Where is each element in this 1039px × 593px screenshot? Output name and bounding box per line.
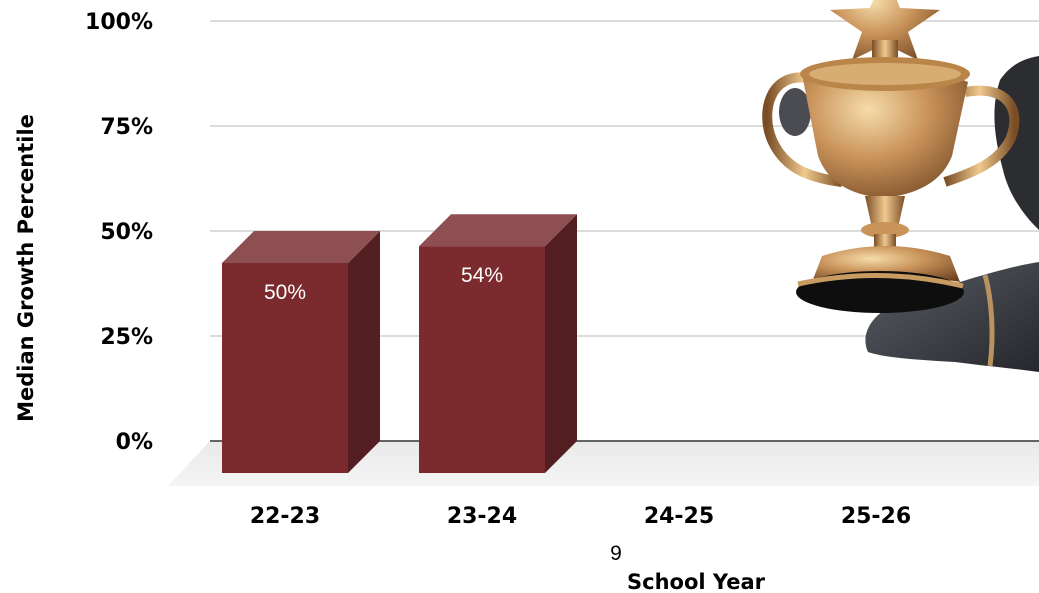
bar-side <box>545 214 577 473</box>
bar: 50% <box>222 231 380 473</box>
y-tick-label: 100% <box>85 10 153 35</box>
bars: 50% 54% <box>222 214 577 473</box>
y-axis-title: Median Growth Percentile <box>14 114 38 422</box>
data-label: 50% <box>264 281 306 304</box>
x-tick-label: 25-26 <box>841 504 911 529</box>
y-tick-label: 50% <box>100 220 153 245</box>
x-tick-label: 23-24 <box>447 504 517 529</box>
bar-top <box>222 231 380 263</box>
x-tick-label: 22-23 <box>250 504 320 529</box>
bar-front <box>222 263 348 473</box>
bar-front <box>419 246 545 473</box>
bar-side <box>348 231 380 473</box>
bar-top <box>419 214 577 247</box>
x-tick-label: 24-25 <box>644 504 714 529</box>
data-label: 54% <box>461 264 503 287</box>
y-axis-ticks: 0% 25% 50% 75% 100% <box>85 10 153 455</box>
page-number: 9 <box>610 542 622 565</box>
trophy-icon <box>762 0 1039 372</box>
chart-floor <box>168 441 1039 486</box>
y-tick-label: 75% <box>100 115 153 140</box>
bar: 54% <box>419 214 577 473</box>
x-axis-title: School Year <box>627 570 766 593</box>
y-tick-label: 25% <box>100 325 153 350</box>
y-tick-label: 0% <box>116 430 153 455</box>
